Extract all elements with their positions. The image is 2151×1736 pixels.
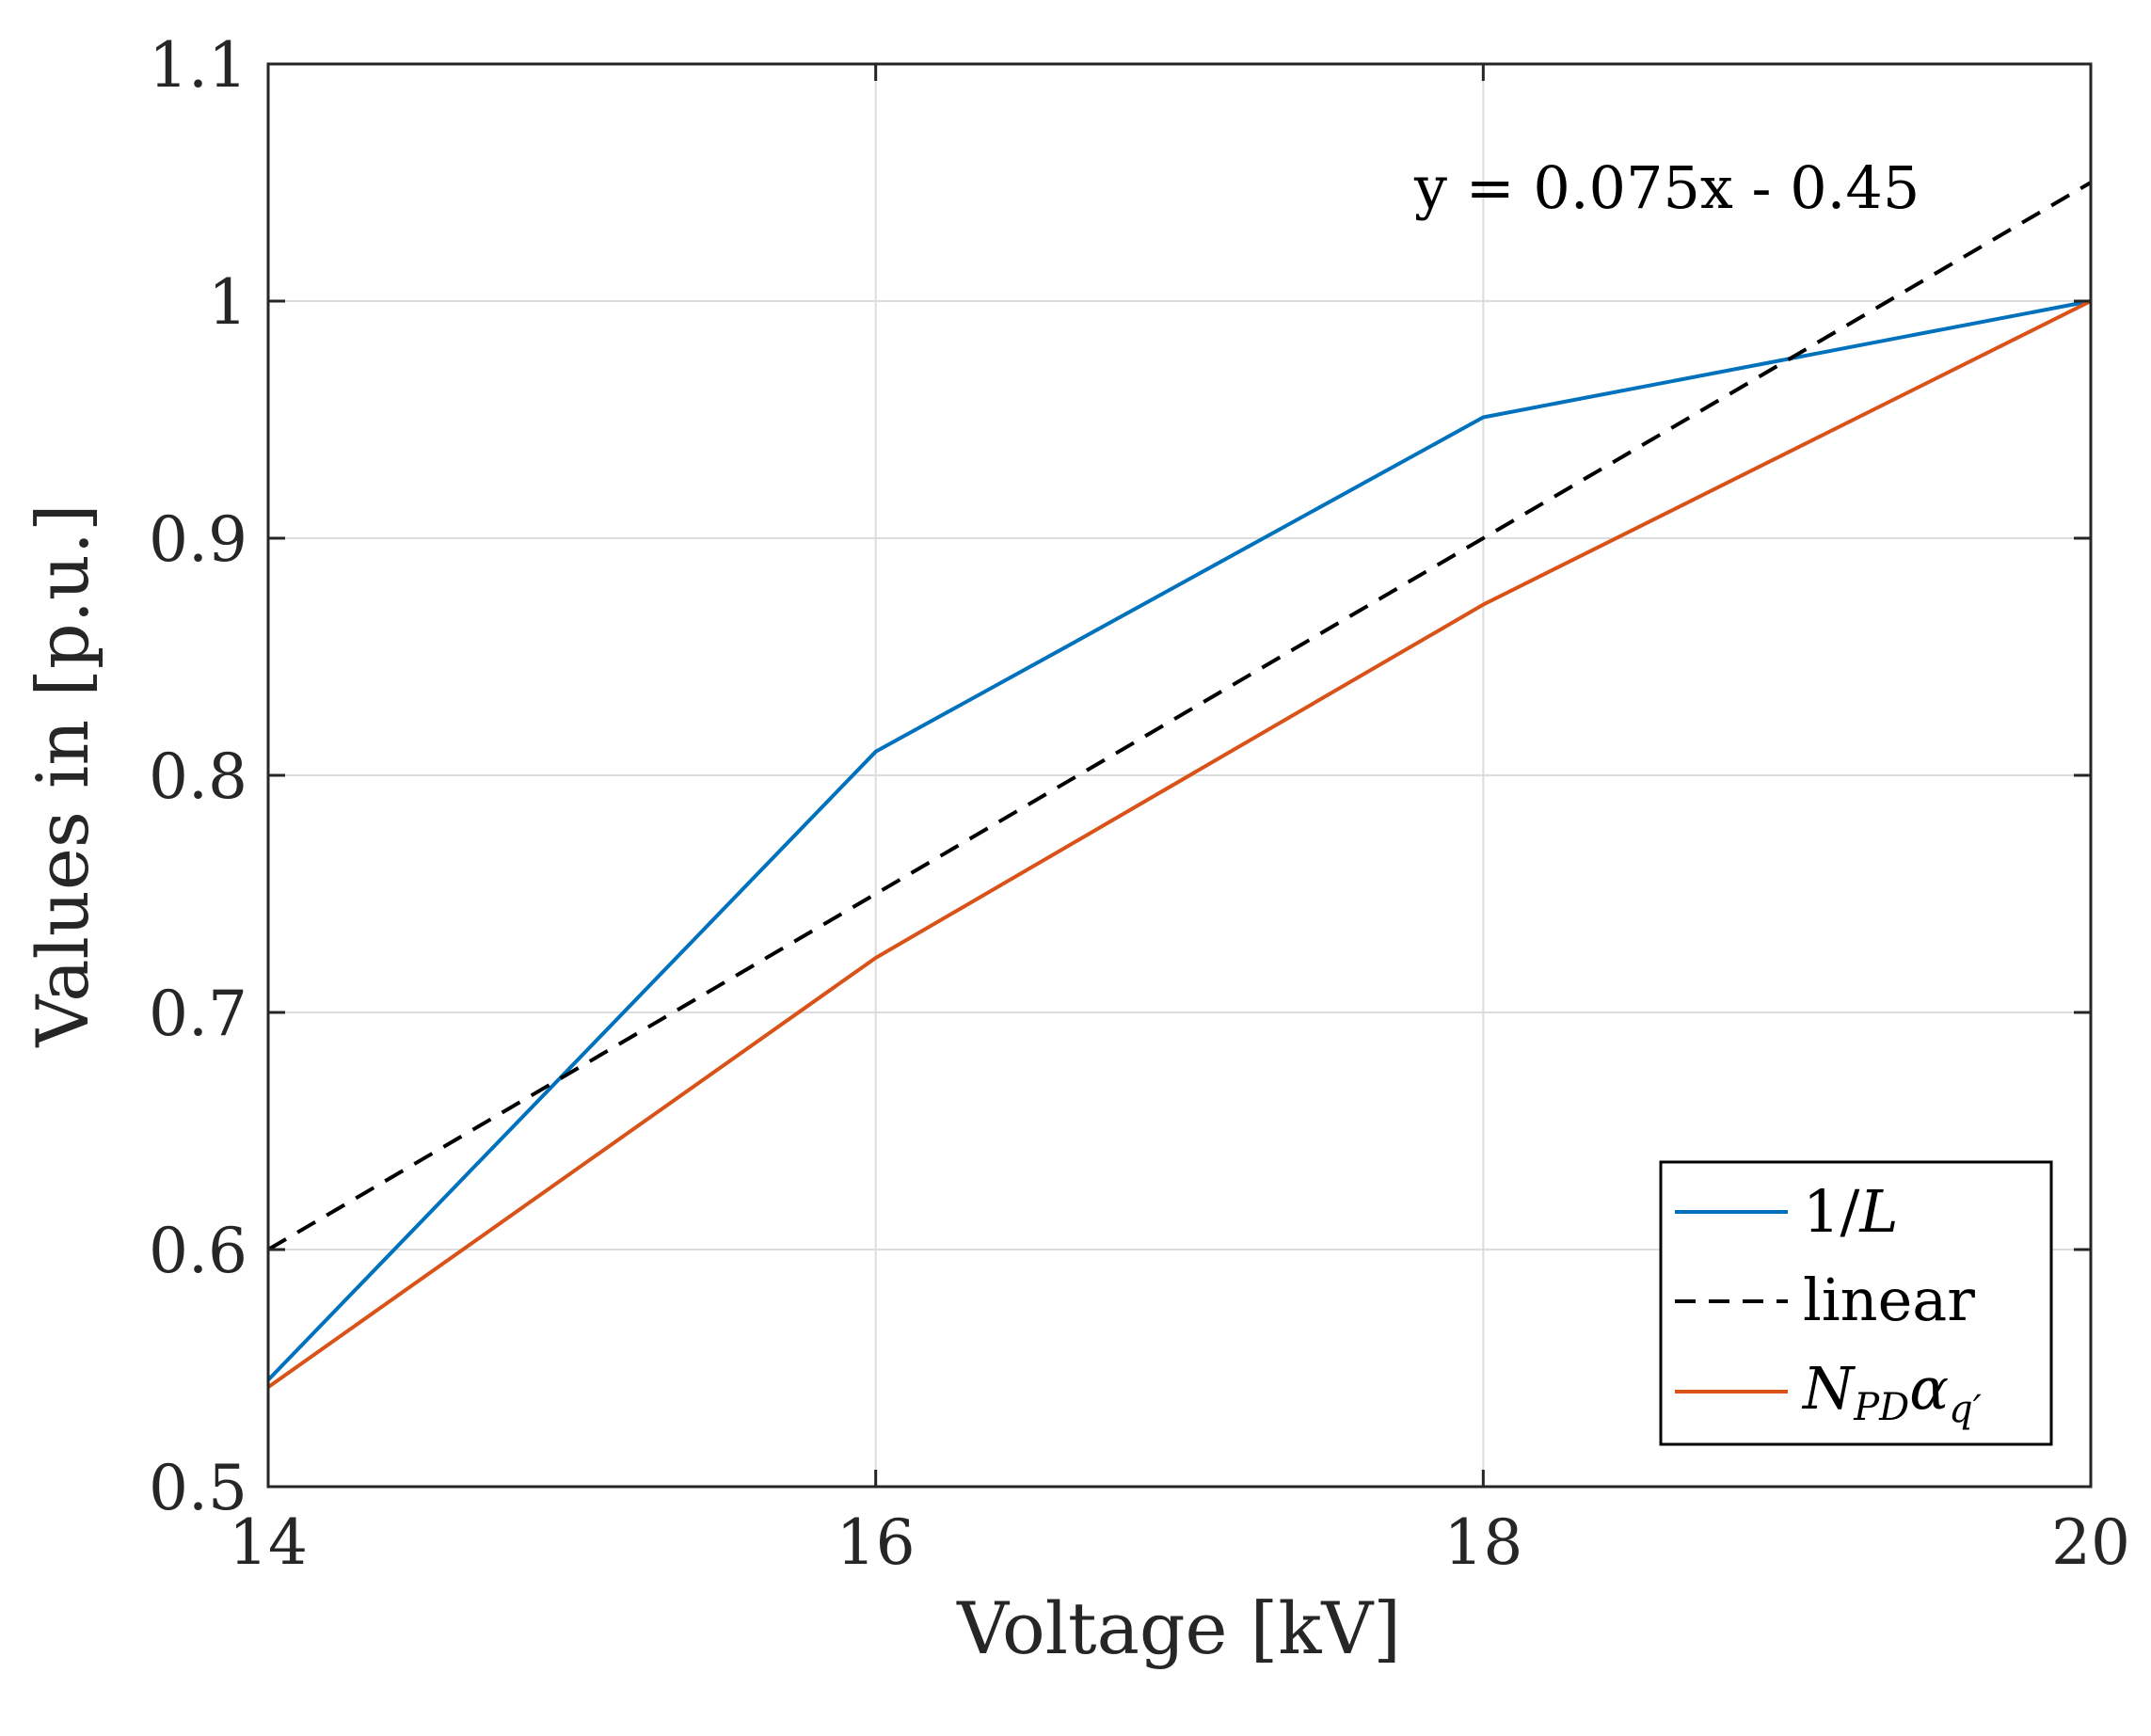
series-line-1-l <box>266 299 2092 1381</box>
series-lines <box>266 181 2093 1389</box>
y-tick-label: 0.7 <box>149 978 247 1050</box>
legend: 1/L linear NPDαq′ <box>1659 1160 2053 1446</box>
tick-labels: 14 16 18 20 0.5 0.6 0.7 0.8 0.9 1 1.1 <box>149 29 2130 1579</box>
y-tick-label: 0.9 <box>149 503 247 576</box>
y-tick-label: 1 <box>208 266 247 339</box>
series-line-n-pd-q <box>266 299 2092 1389</box>
legend-label-linear: linear <box>1803 1266 1975 1334</box>
x-tick-label: 16 <box>836 1506 916 1579</box>
series-line-linear <box>266 181 2093 1251</box>
y-axis-label: Values in [p.u.] <box>21 503 104 1047</box>
x-tick-label: 20 <box>2051 1506 2130 1579</box>
x-tick-label: 18 <box>1443 1506 1522 1579</box>
y-tick-label: 0.8 <box>149 741 247 813</box>
y-tick-label: 0.5 <box>149 1452 247 1524</box>
legend-label-1-over-l: 1/L <box>1803 1177 1899 1246</box>
y-tick-label: 0.6 <box>149 1215 247 1287</box>
legend-label-npd-alpha: NPDαq′ <box>1801 1354 1982 1431</box>
x-axis-label: Voltage [kV] <box>956 1586 1401 1670</box>
y-tick-label: 1.1 <box>149 29 247 102</box>
axis-ticks <box>266 62 2093 1489</box>
x-tick-label: 14 <box>229 1506 308 1579</box>
fit-equation-annotation: y = 0.075x - 0.45 <box>1413 153 1920 222</box>
